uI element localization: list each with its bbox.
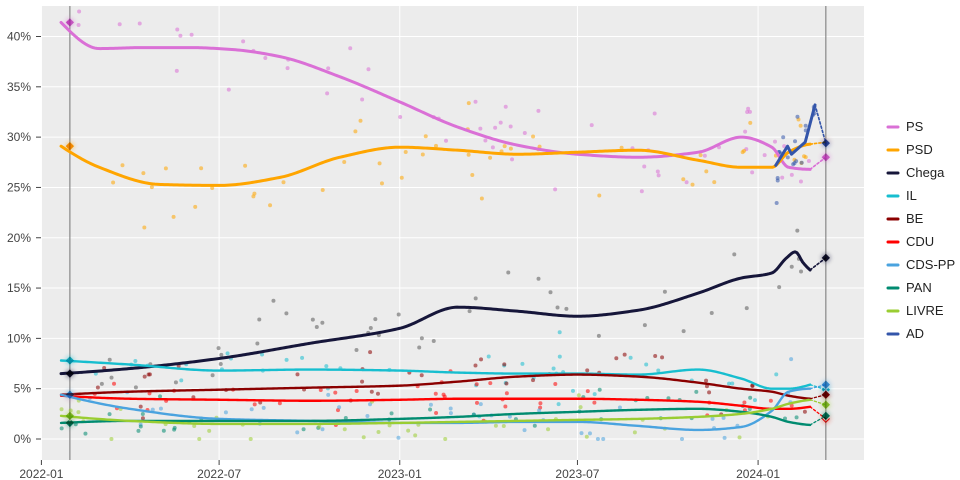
svg-text:2023-07: 2023-07 xyxy=(555,467,599,480)
svg-text:LIVRE: LIVRE xyxy=(906,303,944,318)
svg-text:2022-01: 2022-01 xyxy=(19,467,63,480)
svg-text:AD: AD xyxy=(906,326,924,341)
svg-text:2023-01: 2023-01 xyxy=(378,467,422,480)
svg-text:CDU: CDU xyxy=(906,234,934,249)
svg-text:BE: BE xyxy=(906,211,924,226)
svg-text:15%: 15% xyxy=(7,281,31,295)
svg-text:0%: 0% xyxy=(14,432,32,446)
svg-text:PSD: PSD xyxy=(906,142,933,157)
svg-text:2024-01: 2024-01 xyxy=(736,467,780,480)
svg-text:IL: IL xyxy=(906,188,917,203)
svg-text:Chega: Chega xyxy=(906,165,945,180)
svg-text:5%: 5% xyxy=(14,382,32,396)
svg-text:20%: 20% xyxy=(7,231,31,245)
svg-text:PS: PS xyxy=(906,119,924,134)
svg-text:CDS-PP: CDS-PP xyxy=(906,257,955,272)
svg-text:2022-07: 2022-07 xyxy=(197,467,241,480)
svg-text:PAN: PAN xyxy=(906,280,932,295)
svg-text:30%: 30% xyxy=(7,130,31,144)
svg-text:25%: 25% xyxy=(7,180,31,194)
svg-text:40%: 40% xyxy=(7,30,31,44)
svg-text:10%: 10% xyxy=(7,331,31,345)
svg-text:35%: 35% xyxy=(7,80,31,94)
